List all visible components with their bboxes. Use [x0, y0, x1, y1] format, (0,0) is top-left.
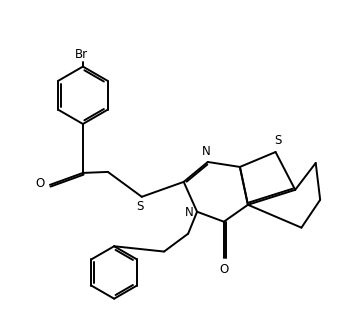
Text: O: O	[219, 263, 228, 276]
Text: Br: Br	[75, 48, 88, 61]
Text: S: S	[137, 200, 144, 213]
Text: N: N	[202, 145, 211, 158]
Text: O: O	[35, 177, 44, 190]
Text: N: N	[185, 206, 193, 219]
Text: S: S	[274, 134, 282, 147]
